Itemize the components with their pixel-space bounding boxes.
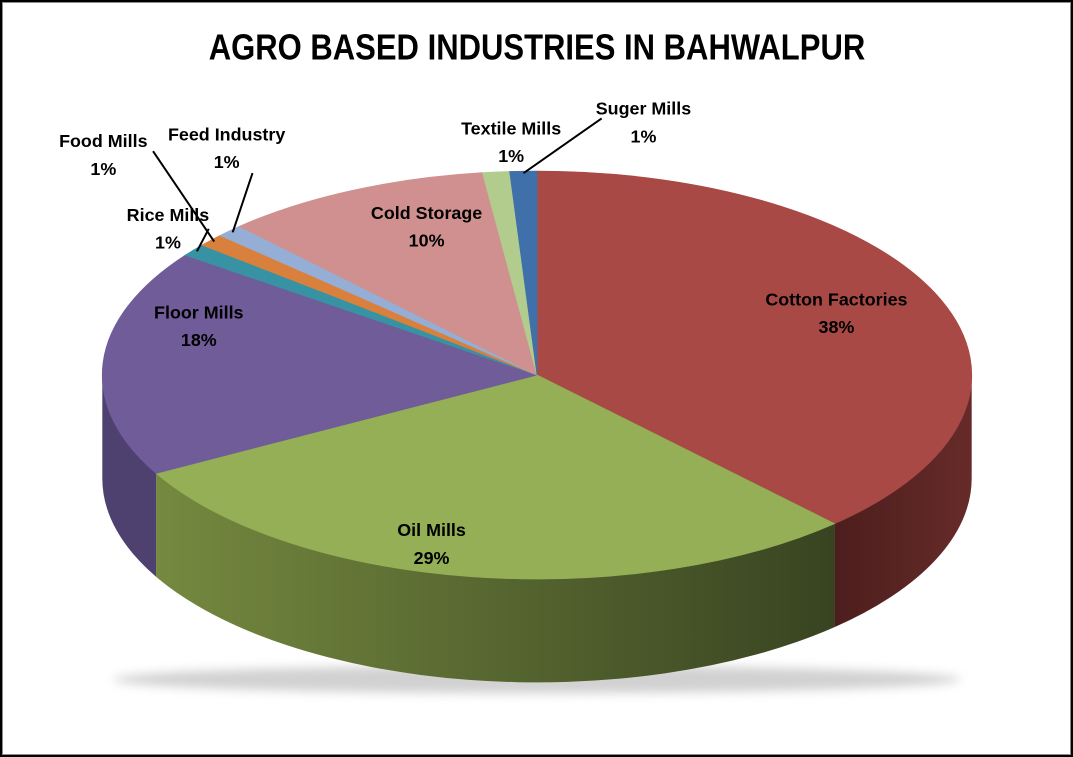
- slice-label-oil-mills: Oil Mills 29%: [397, 520, 466, 568]
- pie-slice-floor-mills: [101, 254, 539, 474]
- leader-line-rice-mills: [196, 228, 210, 252]
- slice-label-feed-industry: Feed Industry 1%: [168, 124, 285, 172]
- slice-labels: Cotton Factories 38% Oil Mills 29% Floor Mil…: [59, 98, 907, 568]
- leader-lines: [152, 117, 603, 252]
- slice-label-suger-mills: Suger Mills 1%: [596, 98, 691, 146]
- leader-line-feed-industry: [231, 172, 254, 233]
- chart-title: AGRO BASED INDUSTRIES IN BAHWALPUR: [209, 28, 866, 68]
- pie-slices: [101, 170, 973, 580]
- leader-line-suger-mills: [522, 117, 603, 175]
- pie-slice-side-cotton-factories: [834, 375, 972, 628]
- leader-line-food-mills: [152, 150, 216, 243]
- slice-label-floor-mills: Floor Mills 18%: [154, 302, 244, 350]
- pie-slice-cotton-factories: [536, 170, 973, 525]
- slice-label-food-mills: Food Mills 1%: [59, 131, 147, 179]
- slice-label-textile-mills: Textile Mills 1%: [461, 118, 561, 166]
- pie-slice-cold-storage: [238, 172, 538, 376]
- slice-label-cold-storage: Cold Storage 10%: [371, 203, 482, 251]
- pie-slice-suger-mills: [509, 170, 538, 376]
- pie-slice-side-oil-mills: [156, 473, 835, 683]
- pie-slice-oil-mills: [155, 374, 836, 580]
- slice-label-rice-mills: Rice Mills 1%: [127, 205, 210, 253]
- slice-label-cotton-factories: Cotton Factories 38%: [765, 289, 907, 337]
